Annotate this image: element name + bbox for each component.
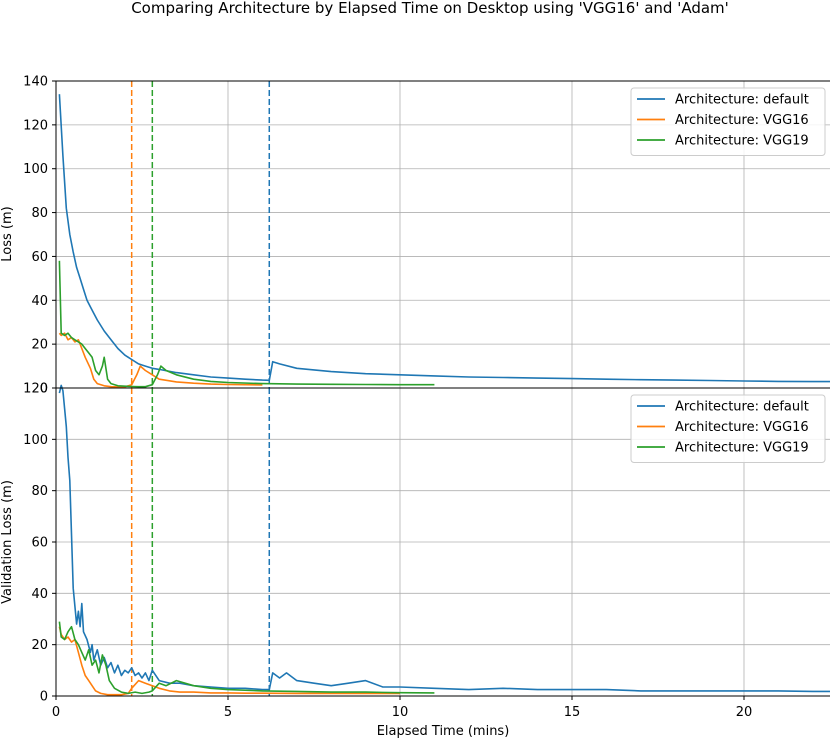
y-tick-label: 120	[23, 118, 48, 133]
y-tick-label: 120	[23, 382, 48, 397]
legend-label-VGG16: Architecture: VGG16	[675, 420, 809, 435]
bottom-axes: 0 20 40 60 80 100 120	[23, 382, 830, 705]
x-tick-label: 0	[52, 705, 60, 720]
chart-title: Comparing Architecture by Elapsed Time o…	[131, 0, 729, 17]
y-tick-label: 20	[31, 638, 48, 653]
y-tick-label: 100	[23, 433, 48, 448]
bottom-panel: 0 20 40 60 80 100 120 Validation Loss (m) Arch…	[0, 382, 830, 705]
top-ylabel: Loss (m)	[0, 206, 15, 261]
series-line-default	[58, 94, 830, 383]
legend-box	[630, 394, 826, 463]
x-axis-ticks: 0 5 10 15 20	[52, 696, 752, 720]
y-tick-label: 0	[40, 690, 48, 705]
x-axis-label: Elapsed Time (mins)	[377, 724, 510, 739]
top-panel: 0 20 40 60 80 100 120 140 Loss (m) Architecture…	[0, 75, 830, 397]
y-tick-label: 80	[31, 206, 48, 221]
top-legend: Architecture: default Architecture: VGG16…	[630, 87, 826, 156]
y-tick-label: 60	[31, 536, 48, 551]
bottom-ylabel: Validation Loss (m)	[0, 480, 15, 604]
top-series	[58, 94, 830, 388]
legend-label-default: Architecture: default	[675, 400, 809, 415]
y-tick-label: 60	[31, 250, 48, 265]
series-line-VGG16	[58, 626, 400, 696]
legend-label-VGG19: Architecture: VGG19	[675, 134, 809, 149]
y-tick-label: 40	[31, 587, 48, 602]
x-tick-label: 20	[736, 705, 753, 720]
bottom-vlines	[130, 388, 271, 696]
y-tick-label: 100	[23, 162, 48, 177]
series-line-VGG16	[58, 332, 263, 388]
y-tick-label: 80	[31, 484, 48, 499]
y-tick-label: 40	[31, 294, 48, 309]
legend-box	[630, 87, 826, 156]
bottom-legend: Architecture: default Architecture: VGG16…	[630, 394, 826, 463]
y-tick-label: 140	[23, 75, 48, 90]
x-tick-label: 10	[392, 705, 409, 720]
x-tick-label: 15	[564, 705, 581, 720]
series-line-VGG19	[58, 621, 435, 695]
top-vlines	[130, 81, 271, 388]
legend-label-default: Architecture: default	[675, 93, 809, 108]
y-tick-label: 20	[31, 338, 48, 353]
x-tick-label: 5	[224, 705, 232, 720]
legend-label-VGG16: Architecture: VGG16	[675, 113, 809, 128]
series-line-VGG19	[58, 260, 435, 388]
series-line-default	[58, 384, 830, 693]
bottom-series	[58, 384, 830, 696]
y-tick-label: 0	[40, 382, 48, 397]
legend-label-VGG19: Architecture: VGG19	[675, 441, 809, 456]
